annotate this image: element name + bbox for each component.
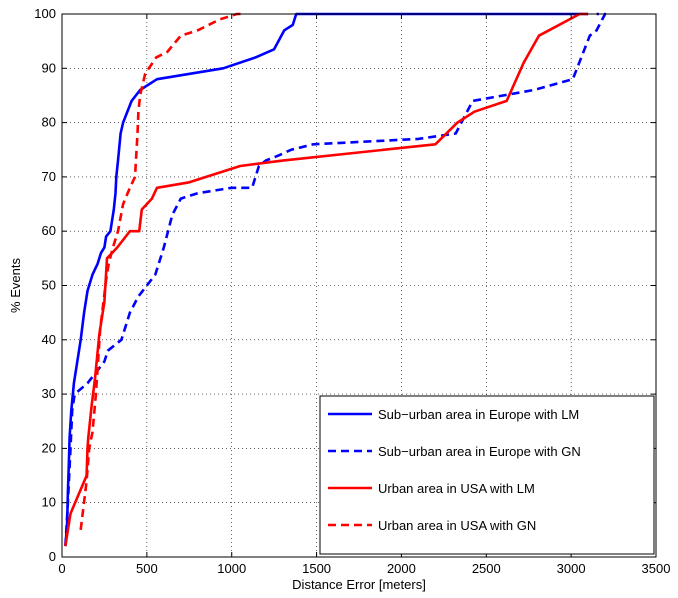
y-tick-label: 90: [42, 60, 56, 75]
legend-label: Urban area in USA with GN: [378, 518, 536, 533]
x-tick-label: 500: [136, 561, 158, 576]
series-line-1: [64, 12, 589, 547]
legend-label: Sub−urban area in Europe with GN: [378, 444, 581, 459]
x-axis-label: Distance Error [meters]: [292, 577, 426, 592]
y-tick-label: 70: [42, 169, 56, 184]
y-tick-label: 100: [34, 6, 56, 21]
x-tick-label: 2500: [472, 561, 501, 576]
x-tick-label: 1000: [217, 561, 246, 576]
legend-label: Sub−urban area in Europe with LM: [378, 407, 579, 422]
x-tick-label: 2000: [387, 561, 416, 576]
y-tick-label: 40: [42, 332, 56, 347]
y-tick-label: 20: [42, 440, 56, 455]
y-axis-label: % Events: [8, 258, 23, 313]
axis-ticks: 0 500 1000 1500 2000 2500 3000 3500 0 10 20 30 40 50 6…: [34, 6, 670, 576]
y-tick-label: 30: [42, 386, 56, 401]
legend-label: Urban area in USA with LM: [378, 481, 535, 496]
series-line-3: [64, 12, 589, 547]
y-tick-label: 0: [49, 549, 56, 564]
x-tick-label: 3000: [557, 561, 586, 576]
y-tick-label: 80: [42, 115, 56, 130]
series-lines: [64, 12, 607, 547]
y-tick-label: 60: [42, 223, 56, 238]
legend-box: [319, 395, 655, 555]
x-tick-label: 1500: [302, 561, 331, 576]
y-tick-label: 10: [42, 495, 56, 510]
legend: Sub−urban area in Europe with LM Sub−urba…: [319, 395, 655, 555]
series-line-4: [79, 12, 242, 531]
x-tick-label: 0: [58, 561, 65, 576]
x-tick-label: 3500: [642, 561, 671, 576]
series-line-2: [64, 12, 607, 547]
y-tick-label: 50: [42, 278, 56, 293]
